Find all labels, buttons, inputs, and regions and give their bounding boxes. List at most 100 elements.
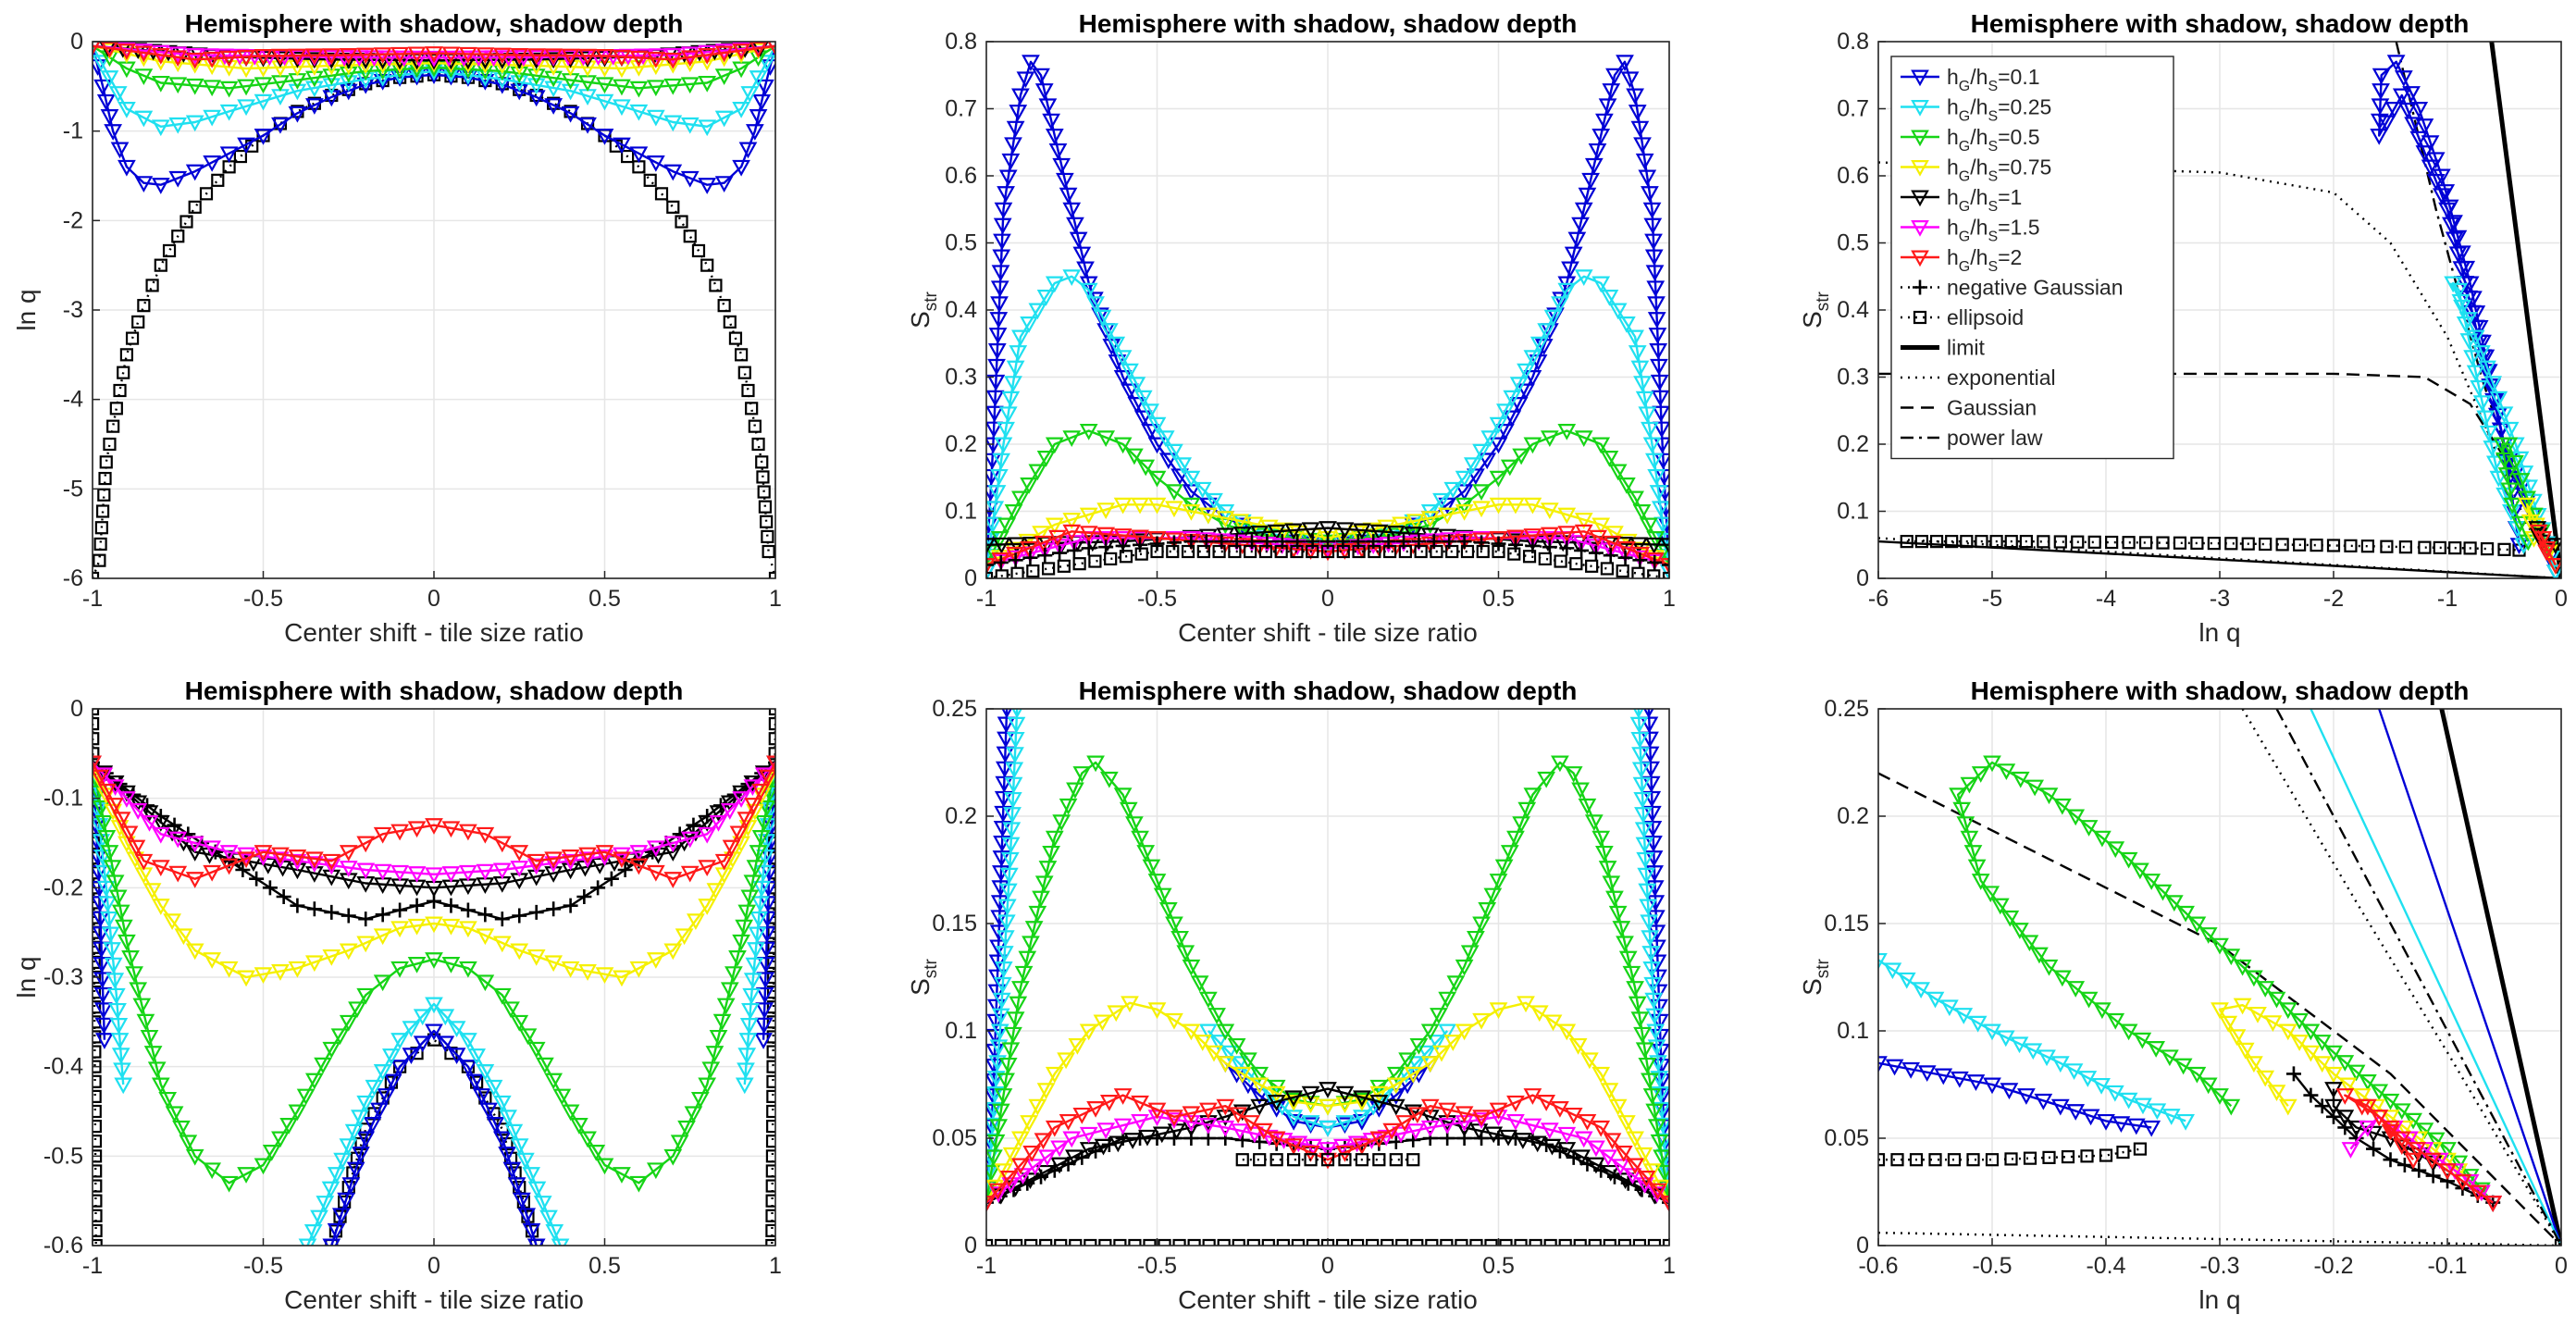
series-point-hg-hs-2-11-1 (722, 839, 741, 857)
series-point-hg-hs-0-1-6-2 (2371, 98, 2390, 116)
legend-label-tail-5: =1.5 (1998, 216, 2039, 240)
series-point-hg-hs-0-5-8 (1182, 959, 1201, 976)
series-point-hg-hs-0-25-1 (100, 70, 119, 87)
legend-label-base-11: Gaussian (1947, 396, 2037, 420)
y-tick-label-7: 0.7 (1837, 96, 1869, 122)
series-point-hg-hs-0-75-6-2 (373, 928, 392, 946)
series-point-hg-hs-2-5-1 (2453, 1173, 2472, 1191)
series-point-hg-hs-2-11-5 (1648, 1183, 1667, 1200)
series-point-hg-hs-2-4-2 (459, 46, 477, 64)
series-point-hg-hs-0-1-9-6 (2459, 290, 2478, 307)
series-point-hg-hs-2-2-2 (1147, 1102, 1167, 1120)
y-tick-label-1: 0.05 (1824, 1125, 1869, 1151)
series-point-hg-hs-0-1-5-1 (1034, 83, 1054, 100)
series-point-hg-hs-0-75-2-2 (174, 928, 193, 946)
y-axis-label-sub: str (922, 958, 941, 978)
series-point-hg-hs-1-2-1 (1232, 527, 1252, 543)
series-point-hg-hs-0-5-6-1 (1997, 763, 2016, 780)
series-point-hg-hs-0-1-left-2-10 (996, 746, 1015, 763)
series-point-hg-hs-0-75-16-1 (1530, 1005, 1549, 1023)
series-point-hg-hs-0-5-8-2 (595, 77, 614, 94)
chart-title: Hemisphere with shadow, shadow depth (1079, 676, 1578, 705)
series-point-hg-hs-0-75-6-2 (1205, 1045, 1223, 1062)
series-point-hg-hs-0-75-0-4 (1032, 526, 1050, 542)
series-point-hg-hs-0-75-18-2 (1608, 1098, 1628, 1116)
series-line-hg-hs-1-5 (93, 44, 775, 59)
series-point-hg-hs-0-25-0 (1198, 1023, 1218, 1041)
series-point-hg-hs-2-5 (1267, 1131, 1286, 1148)
series-point-ellipsoid-5 (1406, 1153, 1420, 1167)
series-line-power-law (2275, 709, 2561, 1246)
series-point-hg-hs-0-1-24 (1616, 55, 1634, 72)
series-point-hg-hs-0-75-1 (2518, 497, 2536, 515)
y-tick-label-3: 0.3 (945, 365, 977, 391)
series-point-ellipsoid-2-2 (2023, 1151, 2037, 1165)
series-point-hg-hs-0-1-26-11 (1650, 374, 1669, 391)
series-point-hg-hs-0-1-2 (1284, 1113, 1303, 1131)
series-point-hg-hs-0-25-2-1 (1301, 1115, 1320, 1132)
series-point-hg-hs-2-2-3 (304, 48, 324, 66)
series-point-hg-hs-0-5-17 (1626, 490, 1644, 508)
series-point-hg-hs-0-25-left-1-5 (104, 957, 123, 974)
series-point-hg-hs-2-6-1 (441, 821, 461, 838)
x-tick-label-0: -0.6 (1858, 1253, 1898, 1279)
series-point-hg-hs-0-1-right-1-6 (1650, 998, 1669, 1016)
series-point-hg-hs-1-5-8-3 (680, 831, 700, 849)
series-point-hg-hs-2-11-3 (1626, 1158, 1644, 1175)
series-point-hg-hs-2-6-2 (629, 50, 649, 68)
series-point-hg-hs-0-1-7-4 (1102, 339, 1121, 355)
series-point-ellipsoid-7-1 (199, 187, 214, 201)
series-point-hg-hs-1-4-1 (544, 52, 564, 69)
series-point-ellipsoid-0-22 (93, 1030, 102, 1044)
series-point-negative-gaussian-0-9 (1101, 1136, 1117, 1152)
series-point-hg-hs-2-6-1 (613, 49, 631, 67)
series-point-hg-hs-0-5-17-3 (684, 1106, 703, 1123)
series-point-hg-hs-0-25-19 (1591, 276, 1611, 293)
series-point-negative-gaussian-1-3 (1166, 1131, 1182, 1146)
series-point-hg-hs-1-5-7-1 (578, 851, 597, 869)
series-line-exponential (2241, 709, 2561, 1246)
series-point-hg-hs-0-5-3-2 (1059, 798, 1078, 815)
series-point-hg-hs-0-5-9-2 (1239, 1052, 1257, 1070)
series-point-hg-hs-1-5-0-2 (1001, 1177, 1021, 1194)
series-point-hg-hs-1-5-2 (526, 869, 546, 887)
series-point-ellipsoid-26-4 (760, 515, 774, 528)
series-point-hg-hs-0-1-0 (1878, 1056, 1888, 1073)
series-point-hg-hs-0-25-right-2-2 (739, 1018, 759, 1035)
series-point-hg-hs-0-25-right-1-6 (743, 973, 762, 990)
series-point-hg-hs-0-5-21-1 (1595, 845, 1614, 862)
series-point-hg-hs-1-5-2-2 (1182, 1115, 1201, 1132)
series-point-hg-hs-0-25-5-6 (527, 1181, 547, 1198)
series-point-hg-hs-0-25-right-2 (1636, 851, 1655, 869)
series-point-hg-hs-0-25-6-3 (339, 75, 358, 93)
x-axis-label: ln q (2198, 1285, 2240, 1314)
series-point-hg-hs-0-25-5-1 (2472, 345, 2491, 362)
y-tick-label-5: -0.1 (43, 786, 83, 812)
series-point-hg-hs-0-25-left-0-6 (93, 849, 112, 866)
series-point-hg-hs-1-5-0-4 (1035, 542, 1055, 560)
series-point-hg-hs-0-5-1-1 (1020, 477, 1038, 494)
series-line-hg-hs-0-25-line (2310, 709, 2561, 1246)
series-point-hg-hs-0-1-8-3 (1133, 410, 1153, 428)
series-point-hg-hs-0-1-5-2 (502, 1161, 522, 1179)
series-point-hg-hs-1-plus-4 (358, 912, 374, 927)
series-point-hg-hs-0-25-1-2 (2483, 440, 2502, 457)
series-point-hg-hs-0-1-4 (2409, 101, 2429, 118)
y-tick-label-6: 0.6 (1837, 163, 1869, 189)
series-point-hg-hs-2-0-5 (1048, 529, 1067, 547)
series-point-hg-hs-0-5-0-5 (989, 1119, 1009, 1136)
x-tick-label-4: 1 (769, 586, 782, 612)
series-point-hg-hs-1-5-9-1 (709, 814, 728, 832)
series-point-hg-hs-1-5-8 (629, 845, 649, 862)
series-point-hg-hs-1-plus-7 (563, 898, 578, 913)
series-point-hg-hs-1-5-5-1 (680, 46, 700, 64)
series-point-hg-hs-0-5-16-3 (1617, 477, 1636, 494)
series-point-ellipsoid-2-2 (2122, 536, 2136, 550)
series-point-hg-hs-2-11-3 (737, 812, 756, 829)
legend-label-base-0: h (1947, 65, 1959, 89)
legend-label-base-1: h (1947, 95, 1959, 119)
series-point-hg-hs-0-5-2-3 (1022, 936, 1040, 953)
series-point-hg-hs-1-5-6-2 (1523, 1118, 1542, 1135)
